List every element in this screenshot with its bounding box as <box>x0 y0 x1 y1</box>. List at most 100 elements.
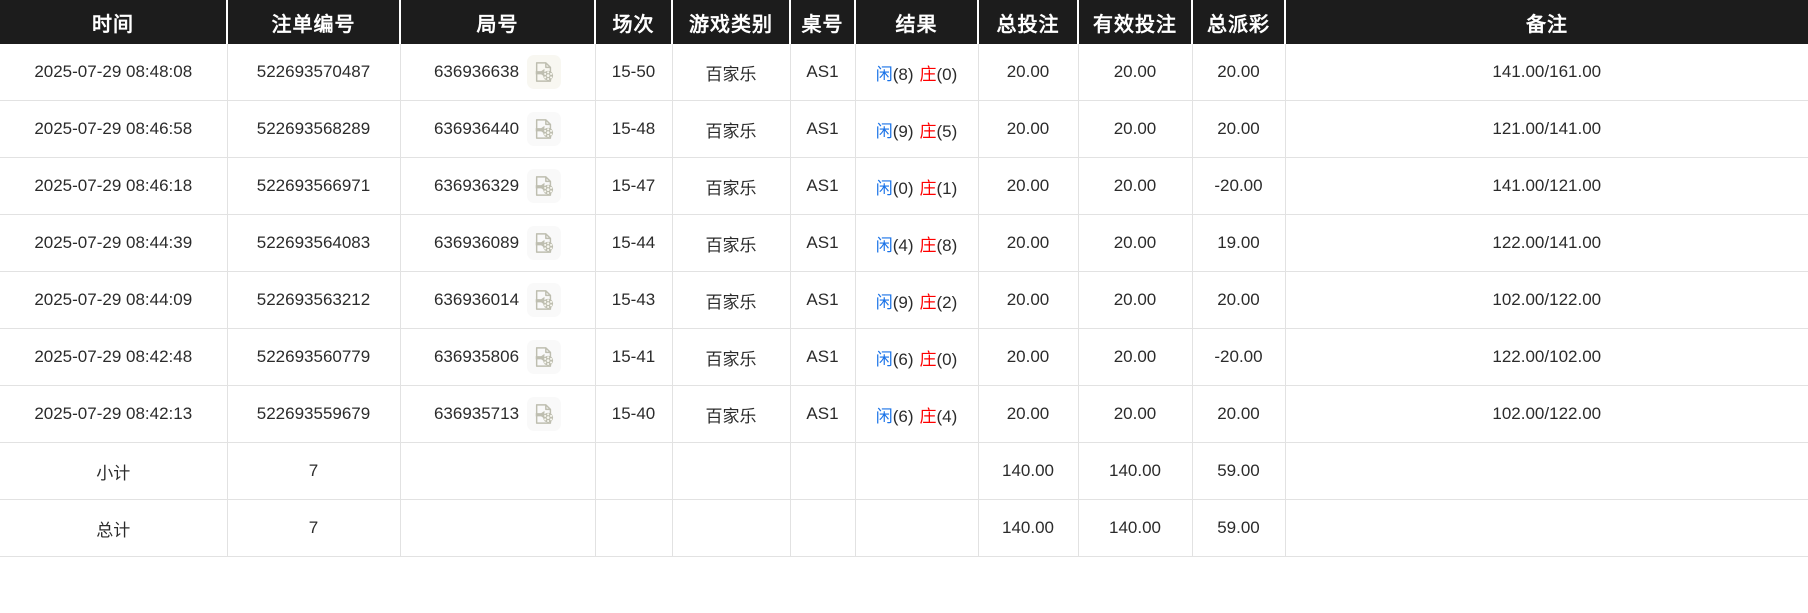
round-no-text: 636935806 <box>433 347 520 366</box>
cell-bet-id: 522693566971 <box>227 157 401 215</box>
cell-total-bet[interactable]: 20.00 <box>978 44 1079 101</box>
round-no-wrapper: 636936638 <box>434 55 562 89</box>
video-replay-icon[interactable] <box>527 169 562 203</box>
cell-total-bet[interactable]: 20.00 <box>978 157 1079 215</box>
result-player-label: 闲 <box>875 349 893 369</box>
column-header-total_bet[interactable]: 总投注 <box>978 0 1079 44</box>
cell-remark: 122.00/102.00 <box>1285 328 1808 386</box>
cell-round-no: 636936014 <box>400 271 596 329</box>
cell-time: 2025-07-29 08:42:13 <box>0 385 228 443</box>
summary-row: 总计 7 140.00 140.00 59.00 <box>0 499 1808 557</box>
cell-round-no: 636936089 <box>400 214 596 272</box>
cell-valid-bet: 20.00 <box>1078 44 1193 101</box>
result-banker-label: 庄 <box>919 121 937 141</box>
cell-session: 15-43 <box>595 271 673 329</box>
video-replay-icon[interactable] <box>527 226 562 260</box>
video-replay-icon[interactable] <box>527 397 562 431</box>
round-no-wrapper: 636936014 <box>434 283 562 317</box>
table-row[interactable]: 2025-07-29 08:48:08 522693570487 636936638… <box>0 44 1808 101</box>
cell-result: 闲(4) 庄(8) <box>855 214 979 272</box>
result-banker-score: (5) <box>936 121 958 141</box>
cell-time: 2025-07-29 08:44:09 <box>0 271 228 329</box>
column-header-result[interactable]: 结果 <box>855 0 979 44</box>
summary-count: 7 <box>227 442 401 500</box>
cell-total-bet[interactable]: 20.00 <box>978 100 1079 158</box>
table-row[interactable]: 2025-07-29 08:44:39 522693564083 636936089… <box>0 214 1808 272</box>
round-no-text: 636935713 <box>433 404 520 423</box>
cell-total-bet[interactable]: 20.00 <box>978 271 1079 329</box>
column-header-table_no[interactable]: 桌号 <box>790 0 856 44</box>
cell-session: 15-40 <box>595 385 673 443</box>
cell-total-bet[interactable]: 20.00 <box>978 328 1079 386</box>
column-header-game_type[interactable]: 游戏类别 <box>672 0 791 44</box>
cell-result: 闲(0) 庄(1) <box>855 157 979 215</box>
cell-total-bet[interactable]: 20.00 <box>978 214 1079 272</box>
video-replay-icon[interactable] <box>527 340 562 374</box>
cell-valid-bet: 20.00 <box>1078 100 1193 158</box>
cell-remark: 141.00/161.00 <box>1285 44 1808 101</box>
round-no-wrapper: 636935713 <box>433 397 562 431</box>
cell-result: 闲(8) 庄(0) <box>855 44 979 101</box>
round-no-wrapper: 636936329 <box>434 169 562 203</box>
table-row[interactable]: 2025-07-29 08:42:13 522693559679 636935713… <box>0 385 1808 443</box>
cell-table-no: AS1 <box>790 157 856 215</box>
result-player-score: (8) <box>892 64 914 84</box>
summary-label: 总计 <box>0 499 228 557</box>
cell-session: 15-47 <box>595 157 673 215</box>
summary-payout: 59.00 <box>1192 442 1286 500</box>
video-replay-icon[interactable] <box>527 112 562 146</box>
cell-remark: 122.00/141.00 <box>1285 214 1808 272</box>
summary-valid-bet: 140.00 <box>1078 499 1193 557</box>
column-header-session[interactable]: 场次 <box>595 0 673 44</box>
header-row: 时间 注单编号 局号 场次 游戏类别 桌号 结果 总投注 有效投注 总派彩 备注 <box>0 0 1808 44</box>
column-header-payout[interactable]: 总派彩 <box>1192 0 1286 44</box>
result-banker-score: (2) <box>936 292 958 312</box>
result-banker-score: (0) <box>936 349 958 369</box>
cell-payout: 19.00 <box>1192 214 1286 272</box>
cell-round-no: 636935713 <box>400 385 596 443</box>
table-row[interactable]: 2025-07-29 08:44:09 522693563212 636936014… <box>0 271 1808 329</box>
result-banker-label: 庄 <box>919 178 937 198</box>
cell-game-type: 百家乐 <box>672 328 791 386</box>
result-banker-score: (0) <box>936 64 958 84</box>
video-replay-icon[interactable] <box>527 55 562 89</box>
cell-bet-id: 522693560779 <box>227 328 401 386</box>
summary-valid-bet: 140.00 <box>1078 442 1193 500</box>
table-row[interactable]: 2025-07-29 08:46:18 522693566971 636936329… <box>0 157 1808 215</box>
result-banker-label: 庄 <box>919 349 937 369</box>
cell-valid-bet: 20.00 <box>1078 328 1193 386</box>
summary-count: 7 <box>227 499 401 557</box>
cell-table-no: AS1 <box>790 271 856 329</box>
video-replay-icon[interactable] <box>527 283 562 317</box>
result-player-label: 闲 <box>875 64 893 84</box>
cell-round-no: 636935806 <box>400 328 596 386</box>
cell-table-no: AS1 <box>790 385 856 443</box>
cell-round-no: 636936440 <box>400 100 596 158</box>
result-banker-label: 庄 <box>919 235 937 255</box>
result-player-score: (6) <box>892 349 914 369</box>
column-header-valid_bet[interactable]: 有效投注 <box>1078 0 1193 44</box>
round-no-wrapper: 636936440 <box>434 112 562 146</box>
column-header-bet_id[interactable]: 注单编号 <box>227 0 401 44</box>
cell-game-type: 百家乐 <box>672 157 791 215</box>
cell-result: 闲(9) 庄(5) <box>855 100 979 158</box>
cell-time: 2025-07-29 08:44:39 <box>0 214 228 272</box>
cell-round-no: 636936329 <box>400 157 596 215</box>
cell-payout: 20.00 <box>1192 271 1286 329</box>
cell-table-no: AS1 <box>790 44 856 101</box>
result-banker-label: 庄 <box>919 64 937 84</box>
cell-session: 15-41 <box>595 328 673 386</box>
cell-payout: 20.00 <box>1192 44 1286 101</box>
summary-empty-table <box>790 442 856 500</box>
cell-game-type: 百家乐 <box>672 214 791 272</box>
cell-remark: 141.00/121.00 <box>1285 157 1808 215</box>
column-header-round_no[interactable]: 局号 <box>400 0 596 44</box>
table-row[interactable]: 2025-07-29 08:42:48 522693560779 636935806… <box>0 328 1808 386</box>
cell-total-bet[interactable]: 20.00 <box>978 385 1079 443</box>
cell-result: 闲(6) 庄(4) <box>855 385 979 443</box>
column-header-remark[interactable]: 备注 <box>1285 0 1808 44</box>
column-header-time[interactable]: 时间 <box>0 0 228 44</box>
table-row[interactable]: 2025-07-29 08:46:58 522693568289 636936440… <box>0 100 1808 158</box>
cell-valid-bet: 20.00 <box>1078 214 1193 272</box>
bet-history-table: 时间 注单编号 局号 场次 游戏类别 桌号 结果 总投注 有效投注 总派彩 备注 2025-07-2… <box>0 0 1808 557</box>
